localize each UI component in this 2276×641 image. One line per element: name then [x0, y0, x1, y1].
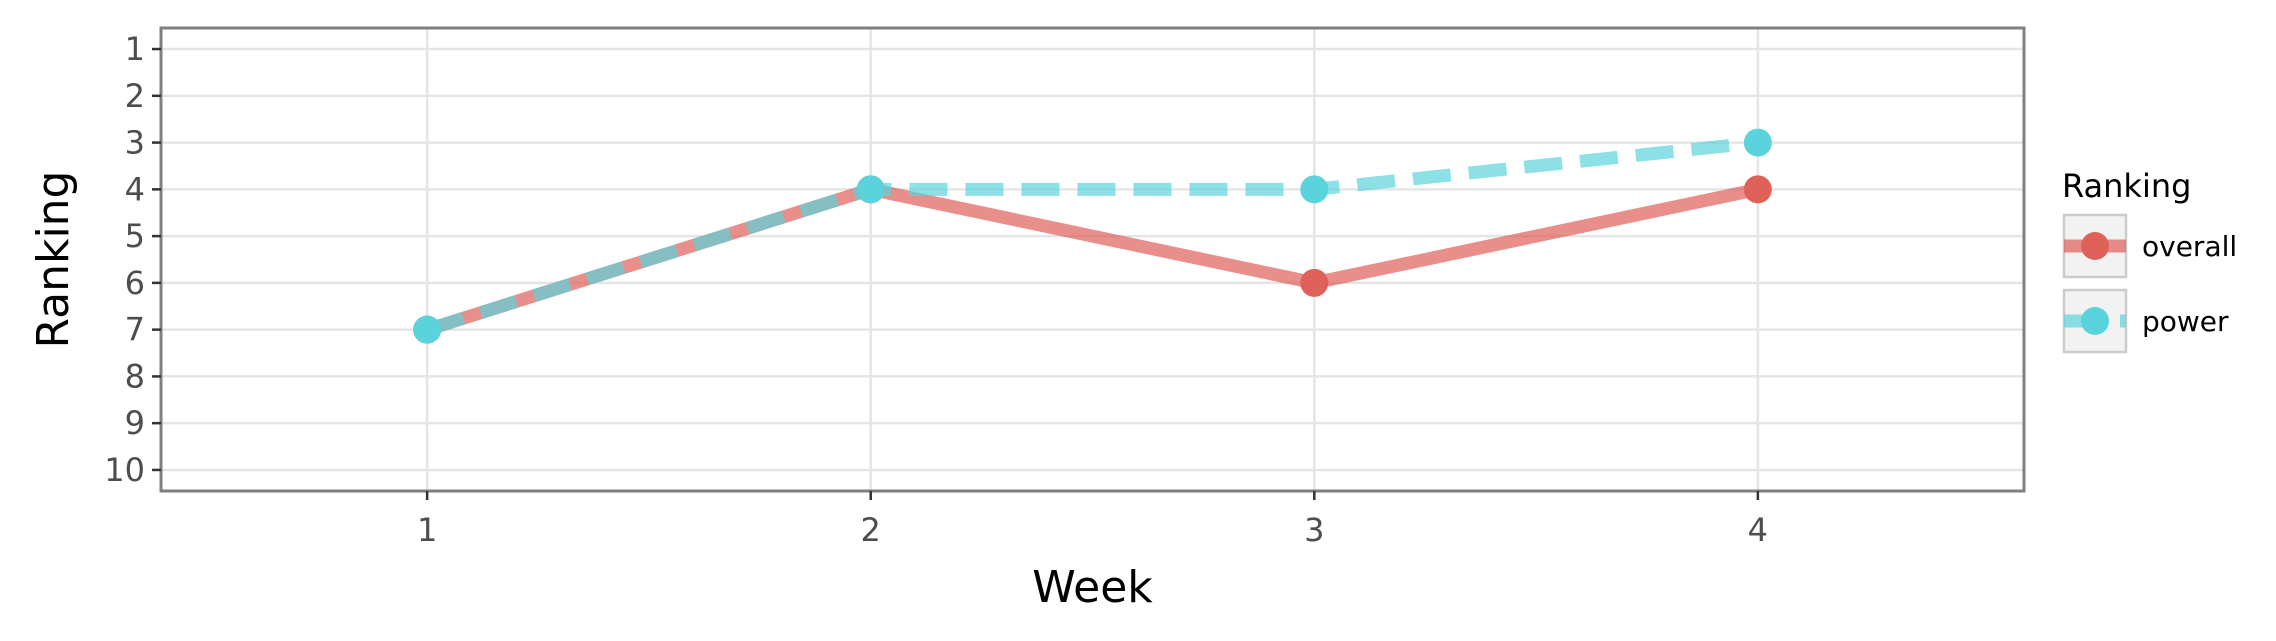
- legend-key-point: [2081, 307, 2109, 335]
- legend-key-point: [2081, 232, 2109, 260]
- x-tick-label: 1: [417, 511, 437, 549]
- data-points: [413, 128, 1772, 344]
- y-tick-label: 9: [125, 404, 145, 442]
- y-tick-label: 7: [125, 311, 145, 349]
- series-lines: [425, 136, 1760, 336]
- x-tick-label: 2: [861, 511, 881, 549]
- x-tick-label: 3: [1304, 511, 1324, 549]
- panel-border: [159, 26, 2026, 493]
- y-tick-label: 8: [125, 357, 145, 395]
- data-point-overall: [1743, 175, 1772, 204]
- x-axis-ticks: 1 2 3 4: [417, 491, 1768, 549]
- y-tick-label: 5: [125, 217, 145, 255]
- legend-item-overall: overall: [2062, 213, 2237, 279]
- data-point-power: [1743, 128, 1772, 157]
- y-tick-label: 4: [125, 170, 145, 208]
- legend: Ranking overall power: [2062, 167, 2237, 354]
- legend-title: Ranking: [2062, 167, 2191, 205]
- series-line-power: [425, 136, 1759, 336]
- data-point-power: [1300, 175, 1329, 204]
- y-tick-label: 1: [125, 30, 145, 68]
- y-tick-label: 2: [125, 77, 145, 115]
- legend-label: overall: [2142, 230, 2237, 263]
- x-axis-title: Week: [1032, 562, 1153, 613]
- y-axis-title: Ranking: [28, 171, 79, 349]
- y-tick-label: 10: [104, 451, 145, 489]
- y-tick-label: 6: [125, 264, 145, 302]
- legend-item-power: power: [2062, 288, 2229, 354]
- x-tick-label: 4: [1748, 511, 1768, 549]
- y-axis-ticks: 1 2 3 4 5 6 7 8 9 10: [104, 30, 161, 489]
- data-point-power: [413, 315, 442, 344]
- legend-label: power: [2142, 305, 2229, 338]
- data-point-power: [856, 175, 885, 204]
- data-point-overall: [1300, 268, 1329, 297]
- y-tick-label: 3: [125, 124, 145, 162]
